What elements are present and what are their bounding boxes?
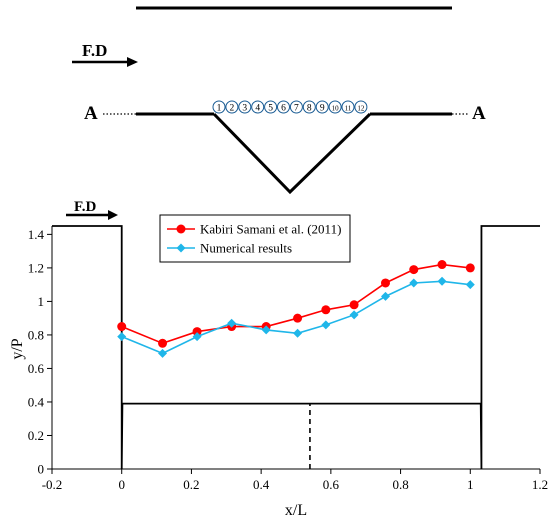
x-tick-label: 0 [118, 477, 125, 492]
measurement-points: 1 2 3 4 5 6 7 8 9 10 11 12 [212, 100, 368, 114]
profile-chart: F.D -0.2 0 0.2 0.4 0.6 0.8 1 1.200.20.40.60.811… [9, 199, 548, 519]
x-axis-label: x/L [285, 502, 307, 519]
measurement-point-marker [238, 100, 252, 114]
measurement-point-marker [251, 100, 265, 114]
weir-outline [52, 225, 540, 470]
weir-schematic: F.D A A 1 2 3 4 5 6 7 8 9 10 11 12 [72, 6, 486, 195]
data-point-circle [293, 313, 303, 323]
measurement-point-marker [354, 100, 368, 114]
data-point-circle [321, 305, 331, 315]
data-point-circle [465, 263, 475, 273]
data-point-diamond [409, 278, 419, 288]
legend-swatch-marker [176, 224, 186, 234]
measurement-point-marker [225, 100, 239, 114]
measurement-point-label: 6 [281, 103, 286, 113]
data-point-diamond [192, 332, 202, 342]
axis-ticks: -0.2 0 0.2 0.4 0.6 0.8 1 1.200.20.40.60.811.21.… [28, 227, 548, 492]
y-tick-label: 0.2 [28, 428, 44, 443]
data-point-circle [380, 278, 390, 288]
y-tick-label: 1 [38, 294, 45, 309]
y-tick-label: 1.2 [28, 260, 44, 275]
flow-direction-label: F.D [82, 41, 107, 60]
y-tick-label: 1.4 [28, 227, 45, 242]
data-point-diamond [227, 318, 237, 328]
measurement-point-marker [289, 100, 303, 114]
measurement-point-label: 3 [242, 103, 247, 113]
data-point-circle [158, 338, 168, 348]
measurement-point-marker [302, 100, 316, 114]
flow-direction-arrowhead-icon [127, 57, 138, 67]
data-point-diamond [158, 348, 168, 358]
measurement-point-marker [264, 100, 278, 114]
legend: Kabiri Samani et al. (2011) Numerical res… [159, 214, 351, 263]
measurement-point-label: 4 [255, 103, 260, 113]
legend-entry-label: Kabiri Samani et al. (2011) [200, 222, 341, 237]
measurement-point-marker [315, 100, 329, 114]
x-tick-label: 0.6 [323, 477, 340, 492]
data-point-diamond [293, 328, 303, 338]
x-tick-label: 1 [467, 477, 474, 492]
chart-flow-arrowhead-icon [108, 210, 118, 220]
measurement-point-label: 1 [217, 103, 222, 113]
weir-profile [52, 225, 540, 470]
data-series [117, 260, 475, 358]
measurement-point-label: 7 [294, 103, 299, 113]
data-point-circle [192, 327, 202, 337]
data-point-diamond [261, 325, 271, 335]
measurement-point-label: 9 [320, 103, 325, 113]
legend-items: Kabiri Samani et al. (2011) Numerical res… [167, 222, 341, 256]
measurement-point-label: 8 [307, 103, 312, 113]
measurement-point-marker [328, 100, 342, 114]
data-point-diamond [349, 310, 359, 320]
y-tick-label: 0.6 [28, 361, 45, 376]
legend-entry-label: Numerical results [200, 241, 292, 256]
data-point-diamond [321, 320, 331, 330]
measurement-point-marker [212, 100, 226, 114]
legend-swatch-marker [176, 243, 186, 253]
y-tick-label: 0.4 [28, 394, 45, 409]
x-tick-label: 0.2 [183, 477, 199, 492]
chart-axes [51, 226, 540, 470]
x-tick-label: -0.2 [42, 477, 63, 492]
measurement-point-label: 5 [268, 103, 273, 113]
data-point-circle [409, 265, 419, 275]
measurement-point-marker [341, 100, 355, 114]
chart-flow-direction-label: F.D [74, 199, 97, 215]
measurement-point-label: 10 [332, 104, 340, 112]
x-tick-label: 0.4 [253, 477, 270, 492]
legend-box [159, 214, 351, 263]
measurement-point-marker [277, 100, 290, 114]
data-point-diamond [465, 280, 475, 290]
weir-v-profile [212, 112, 372, 195]
section-label-right: A [472, 103, 486, 124]
x-tick-label: 1.2 [532, 477, 548, 492]
y-tick-label: 0.8 [28, 327, 44, 342]
measurement-point-label: 11 [345, 104, 352, 112]
measurement-point-label: 2 [230, 103, 235, 113]
series-line [121, 263, 471, 345]
data-point-diamond [437, 276, 447, 286]
data-point-circle [117, 322, 127, 332]
y-axis-label: y/P [9, 338, 26, 359]
section-label-left: A [84, 103, 98, 124]
series-line [121, 280, 471, 355]
data-point-diamond [117, 332, 127, 342]
data-point-circle [437, 260, 447, 270]
data-point-circle [349, 300, 359, 310]
y-tick-label: 0 [38, 462, 45, 477]
measurement-point-label: 12 [357, 104, 365, 112]
x-tick-label: 0.8 [392, 477, 408, 492]
data-point-diamond [380, 291, 390, 301]
